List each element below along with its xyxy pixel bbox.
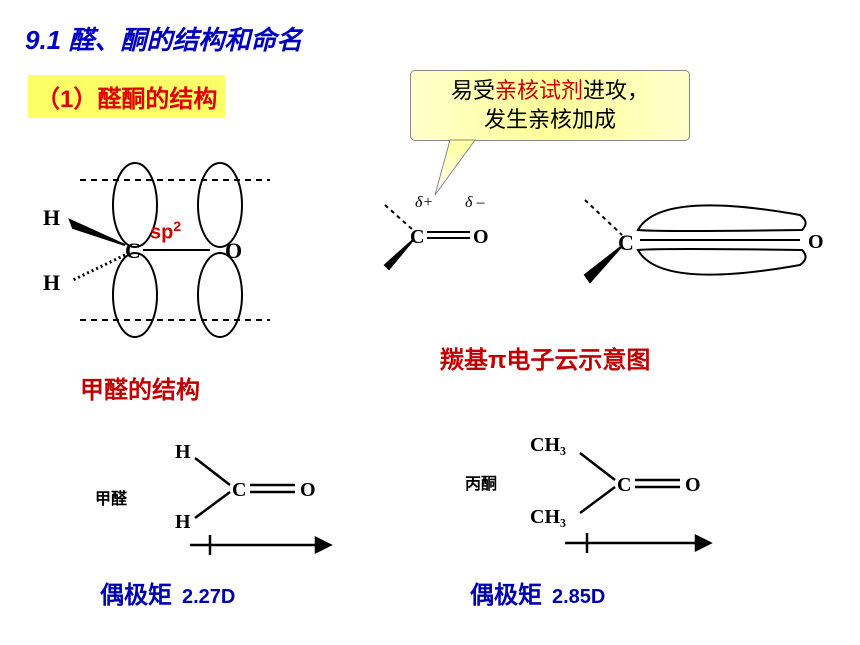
callout-text-post: 进攻， (583, 78, 649, 103)
carbonyl-charge-diagram: C O δ+ δ – (355, 185, 515, 295)
formaldehyde-orbital-diagram: H H C O (25, 150, 295, 370)
svg-text:C: C (410, 226, 424, 248)
atom-c: C (125, 238, 141, 263)
atom-h1: H (43, 205, 60, 230)
callout-bubble: 易受亲核试剂进攻， 发生亲核加成 (410, 70, 690, 141)
callout-line2: 发生亲核加成 (415, 106, 685, 135)
svg-text:C: C (618, 230, 634, 255)
caption-formaldehyde: 甲醛的结构 (80, 370, 200, 405)
svg-text:δ –: δ – (465, 194, 485, 211)
pi-cloud-diagram: C O (560, 170, 840, 320)
svg-text:O: O (685, 474, 701, 496)
callout-highlight: 亲核试剂 (495, 78, 583, 103)
section-title: 9.1 醛、酮的结构和命名 (25, 20, 302, 57)
acetone-dipole-diagram: CH₃ CH₃ C O (505, 425, 745, 570)
svg-text:O: O (300, 479, 316, 501)
caption-pi-cloud: 羰基π电子云示意图 (440, 340, 650, 375)
sp2-label: sp2 (150, 218, 181, 245)
formaldehyde-dipole-diagram: H H C O (140, 430, 360, 570)
svg-text:O: O (473, 226, 489, 248)
callout-text-pre: 易受 (451, 78, 495, 103)
dipole-formaldehyde: 偶极矩2.27D (100, 575, 235, 610)
label-formaldehyde: 甲醛 (95, 485, 127, 509)
svg-text:δ+: δ+ (415, 194, 433, 211)
svg-text:H: H (175, 441, 191, 463)
svg-text:CH₃: CH₃ (530, 506, 566, 528)
svg-text:O: O (808, 231, 824, 253)
svg-text:H: H (175, 511, 191, 533)
dipole-acetone: 偶极矩2.85D (470, 575, 605, 610)
subtitle-box: （1）醛酮的结构 (28, 75, 225, 118)
label-acetone: 丙酮 (465, 470, 497, 494)
atom-o: O (225, 238, 242, 263)
svg-text:C: C (617, 474, 631, 496)
svg-text:C: C (232, 479, 246, 501)
svg-text:CH₃: CH₃ (530, 434, 566, 456)
atom-h2: H (43, 270, 60, 295)
